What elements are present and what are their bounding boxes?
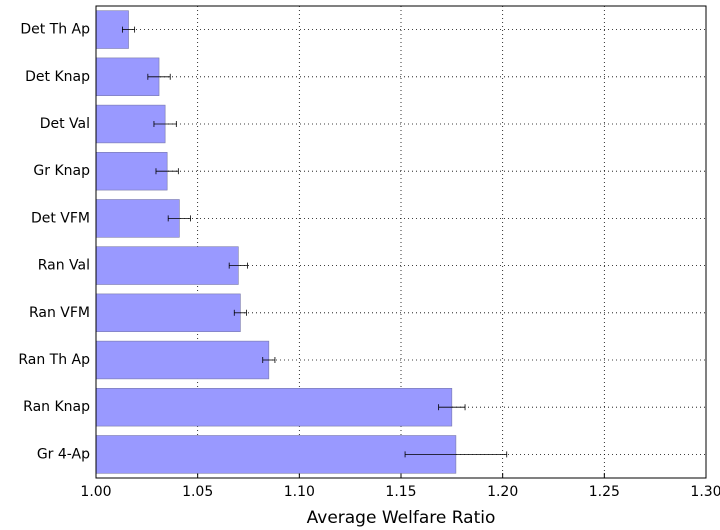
y-tick-label: Det Th Ap xyxy=(20,22,90,38)
bar xyxy=(95,199,180,238)
bar xyxy=(95,293,241,332)
x-tick-label: 1.15 xyxy=(385,484,416,500)
y-tick-label: Gr 4-Ap xyxy=(37,446,90,462)
y-tick-label: Gr Knap xyxy=(33,163,90,179)
y-tick-label: Det VFM xyxy=(31,210,90,226)
x-tick-label: 1.00 xyxy=(80,484,111,500)
plot-frame xyxy=(95,5,707,479)
bar xyxy=(95,152,168,191)
y-tick-label: Det Val xyxy=(40,116,90,132)
x-axis-label: Average Welfare Ratio xyxy=(307,508,496,528)
y-tick-label: Ran Knap xyxy=(23,399,90,415)
bar xyxy=(95,340,270,380)
y-tick-label: Ran Val xyxy=(38,258,90,274)
y-tick-label: Ran Th Ap xyxy=(18,352,90,368)
x-tick-label: 1.05 xyxy=(182,484,213,500)
x-tick-label: 1.30 xyxy=(690,484,720,500)
x-tick-label: 1.20 xyxy=(487,484,518,500)
x-tick-label: 1.10 xyxy=(284,484,315,500)
x-tick-label: 1.25 xyxy=(589,484,620,500)
y-tick-label: Det Knap xyxy=(25,69,90,85)
y-tick-label: Ran VFM xyxy=(29,305,90,321)
bar xyxy=(95,435,457,474)
bar xyxy=(95,246,239,285)
bar xyxy=(95,388,453,427)
